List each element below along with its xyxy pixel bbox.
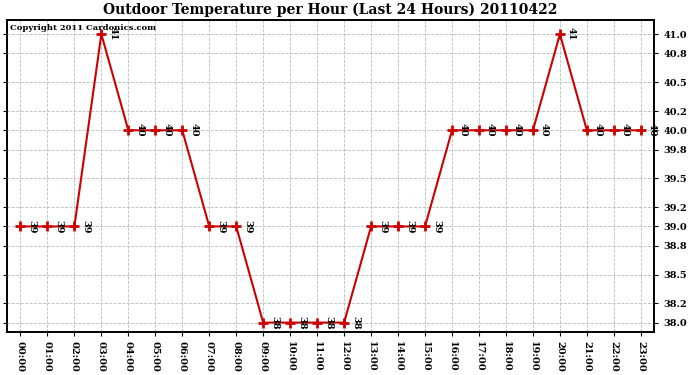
Text: 39: 39	[216, 220, 225, 233]
Text: 39: 39	[432, 220, 441, 233]
Title: Outdoor Temperature per Hour (Last 24 Hours) 20110422: Outdoor Temperature per Hour (Last 24 Ho…	[104, 3, 558, 17]
Text: 40: 40	[189, 123, 198, 137]
Text: Copyright 2011 Cardonics.com: Copyright 2011 Cardonics.com	[10, 24, 157, 32]
Text: 39: 39	[378, 220, 387, 233]
Text: 39: 39	[28, 220, 37, 233]
Text: 40: 40	[648, 123, 657, 137]
Text: 41: 41	[567, 27, 576, 41]
Text: 40: 40	[594, 123, 603, 137]
Text: 38: 38	[297, 316, 306, 329]
Text: 40: 40	[486, 123, 495, 137]
Text: 40: 40	[540, 123, 549, 137]
Text: 38: 38	[270, 316, 279, 329]
Text: 40: 40	[513, 123, 522, 137]
Text: 40: 40	[162, 123, 171, 137]
Text: 40: 40	[135, 123, 144, 137]
Text: 39: 39	[405, 220, 414, 233]
Text: 39: 39	[243, 220, 252, 233]
Text: 40: 40	[621, 123, 630, 137]
Text: 39: 39	[55, 220, 63, 233]
Text: 40: 40	[459, 123, 468, 137]
Text: 38: 38	[351, 316, 360, 329]
Text: 39: 39	[81, 220, 90, 233]
Text: 38: 38	[324, 316, 333, 329]
Text: 41: 41	[108, 27, 117, 41]
